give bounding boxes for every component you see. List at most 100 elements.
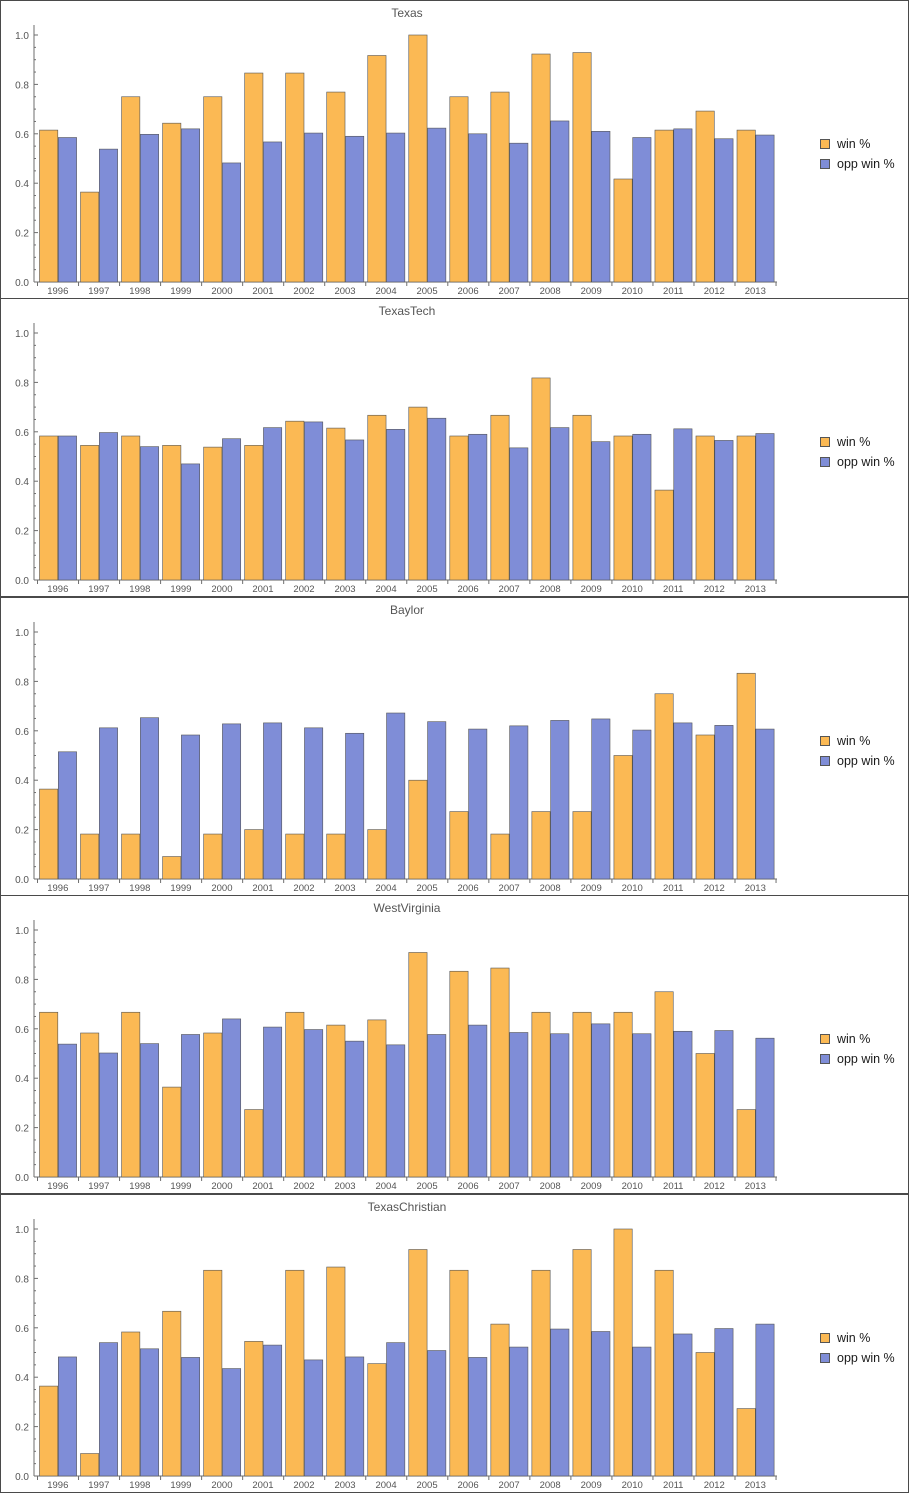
bar-opp bbox=[140, 1043, 159, 1178]
bar-win bbox=[326, 833, 346, 880]
bar-opp bbox=[99, 727, 118, 880]
bar-opp bbox=[263, 1344, 283, 1477]
legend-win-swatch bbox=[820, 437, 830, 447]
bar-opp bbox=[386, 712, 406, 880]
legend: win % opp win % bbox=[820, 134, 895, 174]
bar-win bbox=[490, 91, 510, 283]
bar-opp bbox=[509, 447, 529, 581]
legend-opp-entry: opp win % bbox=[820, 154, 895, 174]
bar-opp bbox=[632, 1346, 652, 1477]
bar-win bbox=[613, 1011, 633, 1178]
legend-win-label: win % bbox=[837, 1032, 871, 1046]
legend-opp-label: opp win % bbox=[837, 754, 895, 768]
x-tick-label: 2006 bbox=[458, 1480, 479, 1491]
chart-panel: WestVirginia 0.0 0.2 0.4 0.6 0.8 1.0 1996 1997 19… bbox=[0, 895, 909, 1194]
y-tick-label: 1.0 bbox=[15, 926, 29, 937]
bar-opp bbox=[509, 142, 529, 283]
bar-win bbox=[613, 755, 633, 880]
bar-win bbox=[695, 435, 715, 581]
bar-opp bbox=[57, 435, 77, 581]
y-tick-label: 0.6 bbox=[15, 727, 29, 738]
bar-opp bbox=[755, 134, 775, 283]
bar-win bbox=[367, 1363, 387, 1477]
bar-opp bbox=[57, 1043, 77, 1178]
x-tick-label: 2013 bbox=[745, 286, 766, 297]
bar-win bbox=[162, 445, 182, 581]
x-tick-label: 2010 bbox=[622, 883, 643, 894]
legend-opp-swatch bbox=[820, 1353, 830, 1363]
x-tick-label: 2000 bbox=[211, 1181, 232, 1192]
x-tick-label: 2007 bbox=[499, 1480, 520, 1491]
chart-svg: TexasTech 0.0 0.2 0.4 0.6 0.8 1.0 1996 1997 1998 1… bbox=[15, 304, 777, 595]
y-tick-label: 0.4 bbox=[15, 1373, 29, 1384]
legend-win-label: win % bbox=[837, 1331, 871, 1345]
bar-opp bbox=[140, 133, 159, 283]
bar-win bbox=[39, 1011, 59, 1178]
bar-opp bbox=[304, 1359, 324, 1477]
y-tick-label: 0.6 bbox=[15, 428, 29, 439]
bar-win bbox=[449, 811, 469, 880]
bar-opp bbox=[468, 1357, 488, 1477]
bar-win bbox=[203, 446, 223, 581]
bar-win bbox=[121, 96, 141, 283]
x-tick-label: 2004 bbox=[375, 286, 396, 297]
x-tick-label: 1998 bbox=[129, 286, 150, 297]
y-tick-label: 0.6 bbox=[15, 130, 29, 141]
bar-opp bbox=[427, 417, 447, 581]
bar-opp bbox=[181, 128, 200, 283]
bar-opp bbox=[181, 734, 200, 880]
bar-opp bbox=[222, 1368, 242, 1477]
bar-opp bbox=[673, 722, 693, 880]
x-tick-label: 2001 bbox=[252, 286, 273, 297]
bar-win bbox=[654, 693, 674, 880]
x-tick-label: 2006 bbox=[458, 286, 479, 297]
x-tick-label: 2005 bbox=[416, 286, 437, 297]
chart-title: TexasChristian bbox=[368, 1200, 447, 1214]
x-tick-label: 2000 bbox=[211, 883, 232, 894]
legend-opp-swatch bbox=[820, 756, 830, 766]
x-tick-label: 2003 bbox=[334, 286, 355, 297]
bar-opp bbox=[222, 162, 242, 283]
bar-opp bbox=[632, 137, 652, 283]
bar-win bbox=[736, 1109, 756, 1178]
x-tick-label: 1997 bbox=[88, 1480, 109, 1491]
bar-win bbox=[408, 779, 428, 880]
x-tick-label: 2002 bbox=[293, 883, 314, 894]
bar-win bbox=[244, 829, 264, 880]
x-tick-label: 2001 bbox=[252, 584, 273, 595]
x-tick-label: 2013 bbox=[745, 1480, 766, 1491]
bar-opp bbox=[386, 132, 406, 283]
x-tick-label: 2005 bbox=[416, 584, 437, 595]
bar-win bbox=[736, 435, 756, 581]
bar-win bbox=[80, 1453, 100, 1477]
bar-win bbox=[531, 1011, 551, 1178]
bar-opp bbox=[345, 1040, 365, 1178]
x-tick-label: 2002 bbox=[293, 1480, 314, 1491]
bar-win bbox=[326, 91, 346, 283]
bar-opp bbox=[304, 1029, 324, 1178]
x-tick-label: 1999 bbox=[170, 883, 191, 894]
y-tick-label: 1.0 bbox=[15, 329, 29, 340]
legend-opp-entry: opp win % bbox=[820, 1348, 895, 1368]
bar-opp bbox=[632, 1033, 652, 1178]
bar-opp bbox=[386, 429, 406, 581]
bar-opp bbox=[591, 1331, 611, 1477]
x-tick-label: 2007 bbox=[499, 1181, 520, 1192]
bar-opp bbox=[755, 728, 775, 880]
bar-opp bbox=[304, 727, 324, 880]
bar-opp bbox=[427, 1350, 447, 1477]
bar-win bbox=[572, 1011, 592, 1178]
x-tick-label: 2006 bbox=[458, 1181, 479, 1192]
bar-opp bbox=[427, 721, 447, 880]
bar-opp bbox=[222, 723, 242, 880]
y-tick-label: 0.4 bbox=[15, 776, 29, 787]
x-tick-label: 2009 bbox=[581, 1181, 602, 1192]
bar-opp bbox=[714, 1328, 734, 1477]
x-tick-label: 1996 bbox=[47, 286, 68, 297]
x-tick-label: 2008 bbox=[540, 1181, 561, 1192]
x-tick-label: 2002 bbox=[293, 286, 314, 297]
bar-opp bbox=[263, 722, 283, 880]
x-tick-label: 2010 bbox=[622, 286, 643, 297]
bar-win bbox=[531, 53, 551, 283]
y-tick-label: 0.2 bbox=[15, 1124, 29, 1135]
